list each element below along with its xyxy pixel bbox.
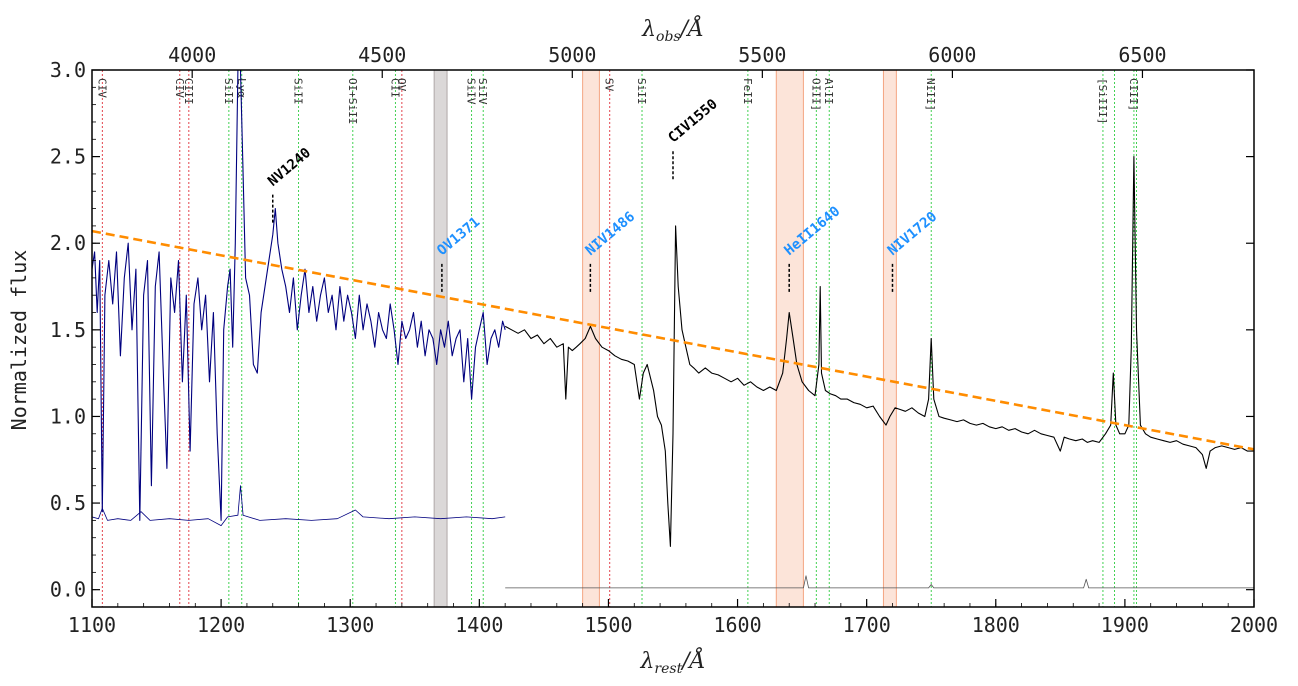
line-marker-label: FeII bbox=[741, 78, 754, 105]
line-marker-label: SiII bbox=[292, 78, 305, 105]
x-tick-label: 1800 bbox=[972, 613, 1020, 637]
band bbox=[433, 70, 448, 607]
line-marker-label: SV bbox=[603, 78, 616, 92]
x-tick-label: 2000 bbox=[1230, 613, 1278, 637]
line-marker-label: CII bbox=[388, 78, 401, 98]
line-marker-label: SiIV bbox=[476, 78, 489, 105]
x-tick-label: 1400 bbox=[455, 613, 503, 637]
x2-axis-title: λobs/Å bbox=[641, 14, 704, 45]
x-tick-label: 1600 bbox=[713, 613, 761, 637]
line-marker-label: CIII] bbox=[1127, 78, 1140, 111]
feature-label: CIV1550 bbox=[665, 96, 720, 146]
x2-tick-label: 4000 bbox=[168, 43, 216, 67]
y-tick-label: 1.5 bbox=[50, 318, 86, 342]
y-tick-label: 3.0 bbox=[50, 58, 86, 82]
highlight-bands bbox=[433, 70, 897, 607]
line-marker-label: OV bbox=[395, 78, 408, 92]
line-marker-label: OIII] bbox=[809, 78, 822, 111]
y-tick-label: 1.0 bbox=[50, 404, 86, 428]
continuum-line bbox=[92, 229, 1254, 451]
y-axis-title: Normalized flux bbox=[7, 250, 31, 431]
y-tick-label: 2.5 bbox=[50, 145, 86, 169]
line-marker-label: SiII bbox=[635, 78, 648, 105]
x-tick-label: 1700 bbox=[843, 613, 891, 637]
y-tick-label: 0.0 bbox=[50, 578, 86, 602]
spectrum-red-error bbox=[505, 575, 1254, 589]
x2-tick-label: 6000 bbox=[928, 43, 976, 67]
axes: 1100 1200 1300 1400 1500 1600 1700 1800 1900 2000… bbox=[50, 43, 1278, 637]
x2-tick-label: 5500 bbox=[738, 43, 786, 67]
spectrum-blue-error bbox=[92, 485, 506, 526]
spectra bbox=[92, 70, 1254, 589]
line-marker-label: CIV bbox=[173, 78, 186, 98]
y-tick-label: 0.5 bbox=[50, 491, 86, 515]
feature-label: NV1240 bbox=[265, 145, 314, 190]
spectrum-red-arm bbox=[504, 156, 1254, 547]
line-marker-label: OI+SiII bbox=[346, 78, 359, 124]
x2-tick-label: 5000 bbox=[548, 43, 596, 67]
line-marker-label: AlII bbox=[822, 78, 835, 105]
x-tick-label: 1900 bbox=[1101, 613, 1149, 637]
x2-tick-label: 6500 bbox=[1118, 43, 1166, 67]
x-tick-label: 1500 bbox=[584, 613, 632, 637]
band bbox=[582, 70, 600, 607]
x2-tick-label: 4500 bbox=[358, 43, 406, 67]
continuum-fit bbox=[92, 229, 1254, 451]
plot-frame bbox=[91, 69, 1255, 608]
line-marker-label: CIV bbox=[95, 78, 108, 98]
band bbox=[882, 70, 897, 607]
line-marker-label: SiIV bbox=[465, 78, 478, 105]
line-marker-label: CIII bbox=[182, 78, 195, 105]
x-tick-label: 1100 bbox=[68, 613, 116, 637]
spectrum-blue-arm bbox=[92, 70, 506, 521]
x-axis-title: λrest/Å bbox=[639, 646, 705, 677]
x-tick-label: 1200 bbox=[197, 613, 245, 637]
line-marker-label: [SiIII] bbox=[1096, 78, 1109, 124]
y-tick-label: 2.0 bbox=[50, 231, 86, 255]
line-marker-label: NIII] bbox=[924, 78, 937, 111]
x-tick-label: 1300 bbox=[326, 613, 374, 637]
line-marker-label: SiII bbox=[222, 78, 235, 105]
band bbox=[775, 70, 804, 607]
